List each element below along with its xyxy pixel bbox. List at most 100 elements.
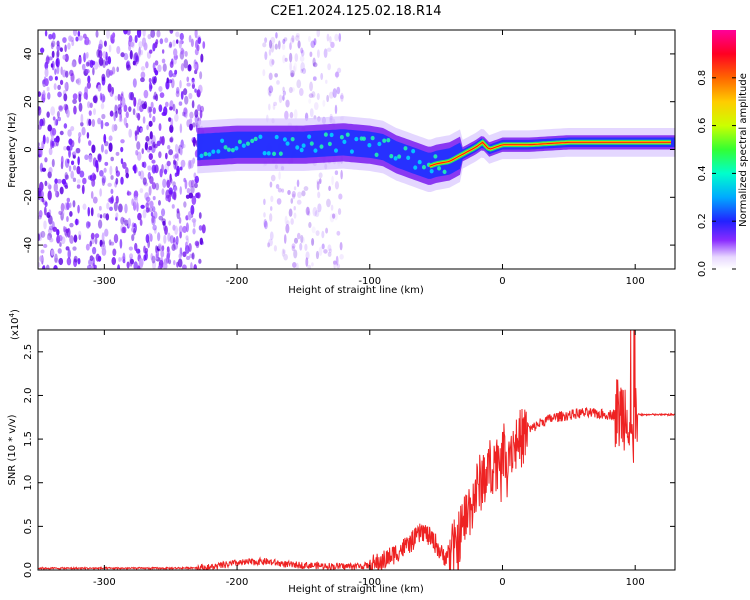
speckle	[150, 253, 153, 261]
speckle	[87, 75, 91, 84]
speckle	[101, 113, 106, 120]
speckle	[91, 119, 96, 127]
speckle	[331, 175, 334, 186]
speckle	[67, 249, 71, 259]
speckle	[87, 39, 91, 45]
speckle	[131, 234, 135, 242]
ridge-blob	[299, 147, 304, 153]
speckle	[38, 91, 41, 97]
speckle	[97, 219, 103, 229]
speckle	[287, 189, 291, 195]
speckle	[192, 139, 197, 144]
speckle	[179, 231, 182, 239]
speckle	[63, 225, 66, 233]
speckle	[196, 192, 201, 199]
speckle	[81, 63, 86, 71]
speckle	[57, 84, 61, 90]
speckle	[132, 78, 137, 88]
speckle	[73, 150, 77, 156]
speckle	[140, 71, 146, 79]
speckle	[89, 174, 93, 181]
speckle	[191, 79, 196, 85]
speckle	[44, 78, 49, 87]
speckle	[335, 255, 339, 266]
speckle	[48, 225, 53, 231]
speckle	[172, 39, 176, 47]
speckle	[271, 59, 275, 65]
ridge-blob	[258, 134, 263, 140]
speckle	[300, 68, 303, 74]
speckle	[141, 37, 147, 48]
speckle	[57, 178, 62, 184]
speckle	[191, 218, 197, 223]
speckle	[84, 39, 87, 45]
speckle	[150, 211, 154, 217]
speckle	[288, 208, 293, 217]
speckle	[78, 93, 82, 103]
speckle	[120, 158, 124, 165]
speckle	[54, 178, 58, 184]
speckle	[143, 89, 149, 99]
speckle	[169, 173, 172, 183]
snr-frame	[37, 329, 676, 571]
speckle	[136, 102, 140, 112]
speckle	[142, 116, 146, 124]
speckle	[293, 206, 296, 211]
speckle	[40, 190, 44, 199]
speckle	[327, 63, 331, 71]
speckle	[149, 200, 154, 208]
speckle	[118, 203, 123, 213]
snr-exponent-base: (x10	[10, 317, 21, 340]
speckle	[275, 32, 278, 39]
speckle	[274, 43, 278, 50]
speckle	[308, 98, 312, 104]
speckle	[292, 262, 297, 268]
speckle	[46, 182, 51, 188]
ridge-blob	[272, 151, 277, 157]
ridge-blob	[207, 152, 212, 157]
speckle	[160, 249, 165, 258]
speckle	[164, 37, 169, 43]
speckle	[76, 165, 81, 175]
speckle	[193, 182, 198, 189]
speckle	[97, 154, 102, 163]
speckle	[108, 44, 112, 53]
speckle	[128, 91, 133, 101]
speckle	[124, 203, 128, 214]
speckle	[150, 101, 154, 109]
speckle	[283, 234, 287, 244]
speckle	[301, 49, 305, 57]
snr-exponent-label: (x104)	[8, 309, 21, 340]
speckle	[334, 71, 340, 78]
speckle	[51, 60, 55, 71]
speckle	[47, 228, 53, 234]
speckle	[284, 215, 288, 225]
speckle	[174, 225, 179, 235]
speckle	[197, 37, 202, 45]
speckle	[94, 236, 98, 245]
speckle	[109, 206, 113, 212]
speckle	[135, 149, 139, 156]
speckle	[63, 123, 68, 129]
speckle	[140, 66, 146, 71]
speckle	[129, 41, 135, 48]
speckle	[167, 144, 171, 150]
colorbar-tick-label: 0.8	[697, 70, 708, 86]
speckle	[339, 254, 344, 260]
snr-panel: -300 -200 -100 0 100 0.0 0.5 1.0 1.5 2.0 2.5 Heig…	[7, 309, 676, 595]
speckle	[134, 131, 138, 142]
speckle	[51, 32, 56, 40]
speckle	[148, 82, 153, 92]
speckle	[48, 147, 53, 156]
speckle	[323, 249, 328, 254]
speckle	[264, 51, 268, 61]
speckle	[75, 218, 78, 226]
speckle	[169, 177, 172, 185]
speckle	[158, 200, 161, 206]
speckle	[117, 93, 121, 102]
speckle	[172, 185, 178, 192]
speckle	[77, 156, 80, 166]
speckle	[106, 202, 110, 210]
speckle	[110, 175, 114, 180]
ridge-blob	[313, 148, 318, 153]
